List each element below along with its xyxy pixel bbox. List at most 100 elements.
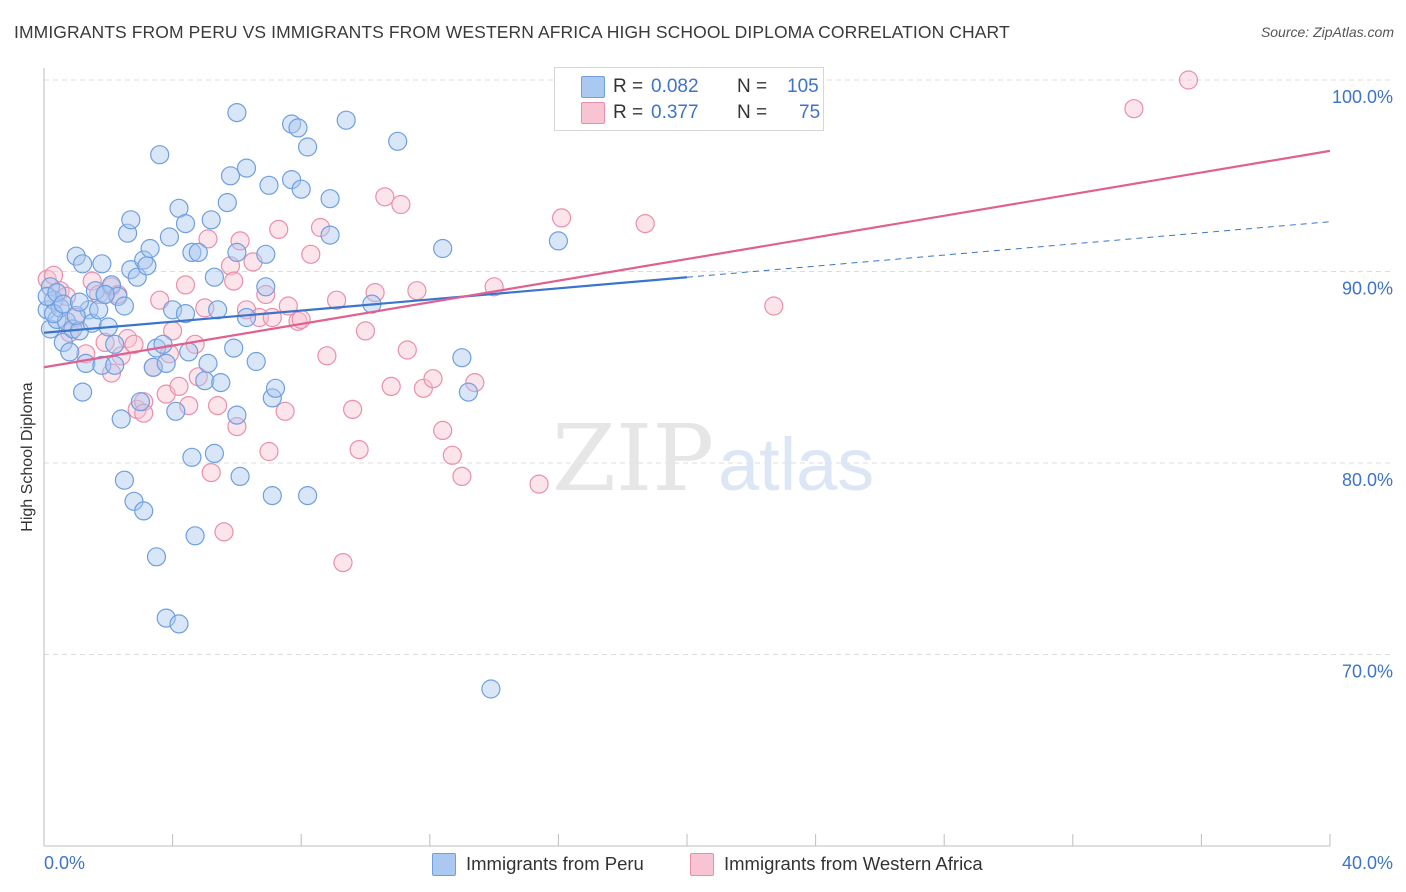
point-peru <box>481 679 501 699</box>
legend-r-value: 0.082 <box>651 76 699 97</box>
point-peru <box>236 307 257 328</box>
point-peru <box>336 110 356 130</box>
point-western-africa <box>275 401 295 421</box>
point-western-africa <box>76 344 96 364</box>
point-peru <box>298 137 318 157</box>
point-peru <box>259 175 279 195</box>
point-peru <box>256 244 276 264</box>
point-western-africa <box>259 441 279 462</box>
point-western-africa <box>391 194 411 215</box>
trend-line-peru-extension <box>686 221 1331 278</box>
point-peru <box>60 342 80 362</box>
point-western-africa <box>224 271 244 291</box>
bottom-legend-label-western-africa: Immigrants from Western Africa <box>724 853 983 874</box>
series-peru-points <box>37 102 569 699</box>
point-peru <box>548 231 569 251</box>
point-peru <box>208 300 228 320</box>
legend-n-label: N = <box>737 76 768 97</box>
point-peru <box>101 275 122 295</box>
point-peru <box>224 338 244 358</box>
point-western-africa <box>310 217 331 238</box>
point-peru <box>72 254 93 274</box>
point-peru <box>388 131 408 151</box>
point-western-africa <box>433 420 453 440</box>
point-peru <box>433 238 453 259</box>
watermark-atlas: atlas <box>718 423 874 506</box>
point-western-africa <box>230 231 250 251</box>
point-western-africa <box>124 334 144 354</box>
y-tick-label: 100.0% <box>1332 87 1393 107</box>
point-peru <box>185 526 205 546</box>
point-western-africa <box>214 522 234 542</box>
point-peru <box>452 348 472 368</box>
point-western-africa <box>551 208 572 228</box>
bottom-legend-swatch-western-africa <box>690 852 714 876</box>
point-peru <box>179 342 199 362</box>
point-western-africa <box>301 244 321 264</box>
point-peru <box>265 378 286 398</box>
point-peru <box>53 332 73 352</box>
point-western-africa <box>355 321 376 341</box>
x-tick-label: 0.0% <box>44 853 85 873</box>
point-peru <box>227 102 247 123</box>
point-western-africa <box>381 376 401 396</box>
y-tick-label: 80.0% <box>1342 470 1393 490</box>
point-peru <box>53 294 73 314</box>
axes <box>43 68 1331 847</box>
point-western-africa <box>365 283 385 303</box>
point-peru <box>69 292 90 312</box>
legend-swatch-western-africa <box>581 102 605 124</box>
point-peru <box>246 351 266 372</box>
y-tick-label: 70.0% <box>1342 662 1393 682</box>
point-peru <box>201 210 221 230</box>
point-western-africa <box>317 346 337 366</box>
bottom-legend-western-africa: Immigrants from Western Africa <box>690 850 983 878</box>
point-peru <box>291 179 311 199</box>
point-peru <box>204 443 224 463</box>
point-western-africa <box>169 376 189 396</box>
point-peru <box>320 225 340 245</box>
point-western-africa <box>349 440 369 460</box>
point-peru <box>175 214 196 234</box>
tick-labels: 70.0% 80.0% 90.0% 100.0% 0.0% 40.0% <box>44 87 1393 873</box>
point-western-africa <box>465 373 485 393</box>
legend-swatch-peru <box>581 76 605 98</box>
point-peru <box>92 254 112 274</box>
point-western-africa <box>95 332 115 352</box>
point-western-africa <box>134 403 154 423</box>
point-western-africa <box>452 466 472 486</box>
bottom-legend-peru: Immigrants from Peru <box>432 850 644 878</box>
point-peru <box>140 238 160 259</box>
point-peru <box>66 246 86 266</box>
legend-n-value: 75 <box>799 102 821 123</box>
point-peru <box>130 392 150 412</box>
point-western-africa <box>262 307 282 328</box>
point-peru <box>298 486 318 506</box>
point-peru <box>124 491 144 511</box>
point-western-africa <box>175 275 196 295</box>
point-peru <box>195 371 215 391</box>
point-peru <box>282 170 302 190</box>
legend-r-value: 0.377 <box>651 102 699 123</box>
point-western-africa <box>1178 70 1199 90</box>
point-peru <box>169 614 189 634</box>
point-peru <box>217 193 237 213</box>
watermark-zip: ZIP <box>552 405 714 512</box>
watermark: ZIP atlas <box>552 405 874 512</box>
point-western-africa <box>256 284 276 305</box>
trend-lines <box>43 149 1331 369</box>
point-western-africa <box>327 290 347 310</box>
point-western-africa <box>635 214 655 234</box>
point-western-africa <box>150 290 170 310</box>
point-peru <box>114 470 135 490</box>
point-western-africa <box>201 463 221 483</box>
point-western-africa <box>407 281 427 301</box>
point-peru <box>159 227 179 247</box>
x-tick-label: 40.0% <box>1342 853 1393 873</box>
point-western-africa <box>423 369 443 389</box>
point-peru <box>220 166 241 186</box>
point-peru <box>182 242 202 262</box>
bottom-legend-label-peru: Immigrants from Peru <box>466 853 644 874</box>
point-western-africa <box>101 363 122 383</box>
point-western-africa <box>764 296 784 316</box>
